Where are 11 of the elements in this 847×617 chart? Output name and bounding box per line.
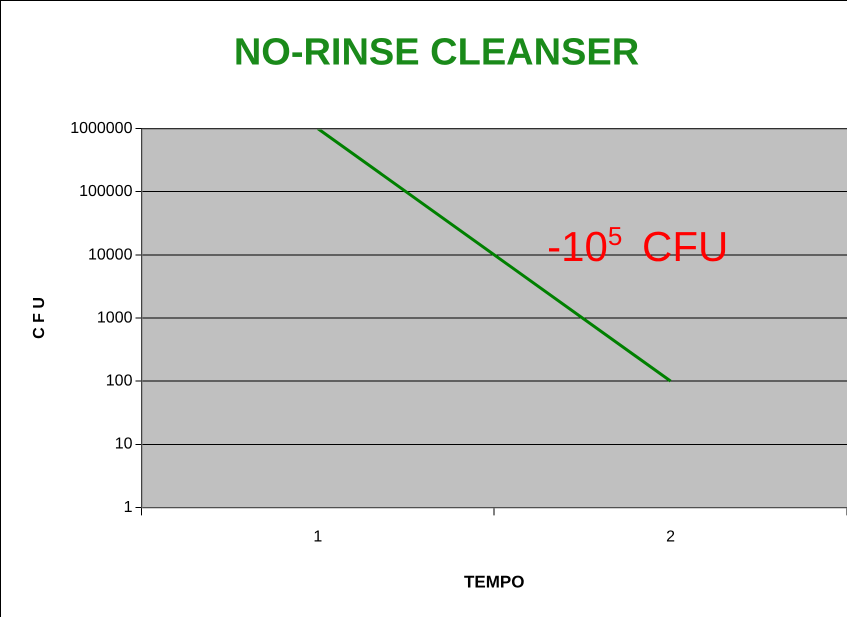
y-tick-label: 100 (106, 372, 133, 390)
x-tick-label: 2 (666, 528, 676, 546)
y-tick-label: 1 (124, 498, 133, 516)
y-tick-label: 100000 (79, 183, 133, 200)
y-tick-label: 10 (114, 436, 133, 453)
chart-title: NO-RINSE CLEANSER (234, 31, 640, 74)
y-axis-title: C F U (31, 297, 48, 339)
y-tick-label: 1000000 (70, 120, 133, 138)
y-tick-label: 1000 (96, 309, 133, 326)
x-axis-title: TEMPO (464, 572, 524, 592)
y-tick-label: 10000 (88, 246, 133, 264)
